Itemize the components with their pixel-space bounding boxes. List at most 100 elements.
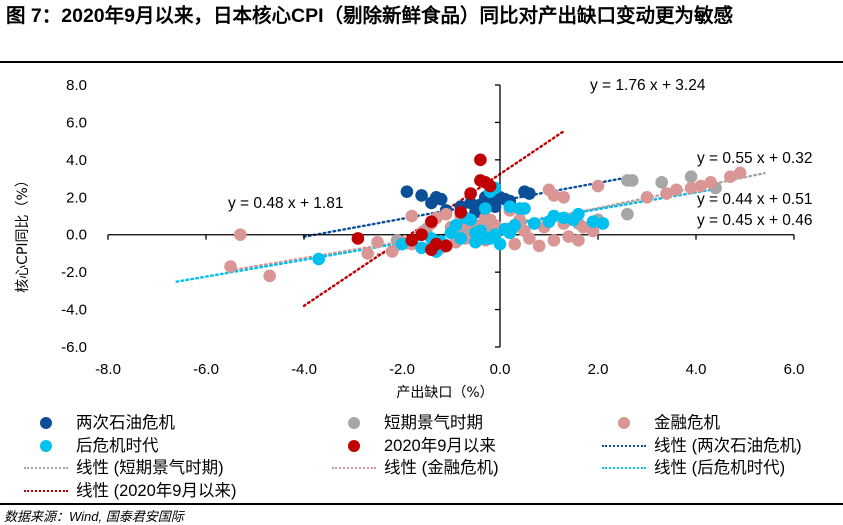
points-layer [224, 153, 747, 283]
data-point-series-3 [586, 215, 600, 228]
legend-label: 两次石油危机 [76, 414, 175, 432]
legend-dot-icon [600, 412, 648, 434]
legend-label: 线性 (两次石油危机) [654, 436, 802, 455]
data-point-series-2 [263, 269, 277, 283]
data-point-series-2 [405, 209, 419, 223]
data-point-series-2 [439, 207, 453, 221]
legend-dotted-line-icon [600, 457, 648, 479]
data-point-series-3 [395, 237, 409, 251]
data-point-series-4 [351, 232, 365, 245]
data-point-series-0 [523, 187, 536, 200]
legend-item: 短期景气时期 [330, 412, 483, 434]
data-point-series-3 [454, 232, 468, 245]
data-point-series-2 [704, 176, 717, 189]
legend-item: 线性 (两次石油危机) [600, 435, 802, 457]
data-point-series-2 [523, 232, 536, 245]
data-point-series-3 [547, 209, 561, 223]
x-tick-label: -4.0 [291, 361, 317, 378]
x-tick-label: 0.0 [490, 361, 511, 378]
data-point-series-2 [532, 239, 546, 253]
legend-dotted-line-icon [22, 480, 70, 502]
x-tick-label: 6.0 [784, 361, 805, 378]
data-point-series-3 [518, 202, 531, 215]
data-point-series-0 [400, 185, 414, 198]
data-point-series-4 [405, 234, 419, 247]
legend-line [332, 467, 376, 469]
legend-dotted-line-icon [22, 457, 70, 479]
data-point-series-2 [361, 247, 375, 260]
legend-dot-icon [330, 435, 378, 457]
data-point-series-2 [562, 230, 575, 243]
data-point-series-3 [528, 217, 541, 230]
data-point-series-3 [503, 200, 517, 213]
y-tick-label: 4.0 [66, 152, 87, 169]
legend-item: 线性 (后危机时代) [600, 457, 785, 479]
legend-item: 线性 (金融危机) [330, 457, 499, 479]
y-tick-label: 6.0 [66, 114, 87, 131]
title-rule [0, 61, 843, 63]
y-axis-title: 核心CPI同比（%） [15, 173, 31, 293]
legend-line [24, 467, 68, 469]
data-point-series-3 [415, 241, 428, 255]
data-point-series-0 [430, 190, 443, 204]
legend-item: 金融危机 [600, 412, 720, 434]
x-tick-label: 4.0 [686, 361, 707, 378]
legend-label: 金融危机 [654, 414, 720, 432]
x-tick-label: 2.0 [588, 361, 609, 378]
data-point-series-3 [557, 211, 570, 225]
data-point-series-3 [508, 219, 521, 232]
data-point-series-3 [498, 222, 512, 236]
data-point-series-2 [508, 237, 521, 251]
x-axis-title: 产出缺口（%） [396, 385, 493, 401]
legend-dot [348, 417, 360, 429]
data-point-series-2 [547, 234, 561, 247]
data-point-series-2 [733, 166, 747, 180]
legend-line [602, 444, 646, 447]
legend-dotted-line-icon [330, 457, 378, 479]
legend-dot [40, 417, 52, 429]
labels-layer: y = 0.48 x + 1.81 y = 0.55 x + 0.32 y = 0.… [228, 77, 812, 229]
scatter-chart: -8.0 -6.0 -4.0 -2.0 0.0 2.0 4.0 6.0 8.0 6.0 4.0 2.0… [15, 77, 812, 401]
legend-label: 2020年9月以来 [384, 436, 496, 455]
data-point-series-2 [591, 179, 605, 193]
data-point-series-2 [557, 190, 570, 204]
legend-item: 线性 (2020年9月以来) [22, 480, 236, 502]
data-point-series-3 [596, 217, 610, 230]
x-tick-label: -8.0 [95, 361, 121, 378]
data-point-series-2 [684, 181, 698, 195]
data-point-series-1 [626, 174, 639, 187]
data-point-series-2 [640, 190, 654, 204]
legend-dot [618, 417, 630, 429]
data-point-series-3 [474, 224, 487, 238]
data-point-series-2 [577, 220, 590, 234]
data-point-series-2 [224, 260, 237, 273]
legend-dot-icon [22, 435, 70, 457]
y-tick-label: -2.0 [61, 264, 87, 281]
data-point-series-2 [483, 213, 497, 227]
data-point-series-2 [694, 179, 708, 193]
bottom-rule [0, 503, 843, 505]
legend-dotted-line-icon [600, 435, 648, 457]
legend-label: 线性 (短期景气时期) [76, 459, 224, 477]
data-point-series-3 [493, 237, 507, 251]
legend-dot [40, 439, 52, 452]
trendline-equation-label: y = 0.44 x + 0.51 [697, 191, 812, 208]
trendline-equation-label: y = 1.76 x + 3.24 [590, 77, 706, 94]
legend-label: 线性 (2020年9月以来) [76, 481, 237, 500]
legend-label: 短期景气时期 [384, 414, 483, 432]
trendline-equation-label: y = 0.48 x + 1.81 [228, 195, 343, 212]
data-point-series-2 [547, 189, 561, 202]
legend-dot-icon [330, 412, 378, 434]
data-point-series-2 [234, 228, 247, 242]
legend-line [24, 489, 68, 492]
data-point-series-2 [586, 224, 600, 238]
legend-item: 两次石油危机 [22, 412, 175, 434]
x-tick-label: -6.0 [193, 361, 219, 378]
data-point-series-4 [483, 179, 497, 193]
data-point-series-3 [312, 252, 326, 266]
data-point-series-4 [474, 153, 487, 167]
data-point-series-2 [572, 234, 585, 247]
y-tick-label: 2.0 [66, 189, 87, 206]
data-point-series-4 [464, 187, 477, 200]
data-point-series-2 [371, 235, 384, 249]
